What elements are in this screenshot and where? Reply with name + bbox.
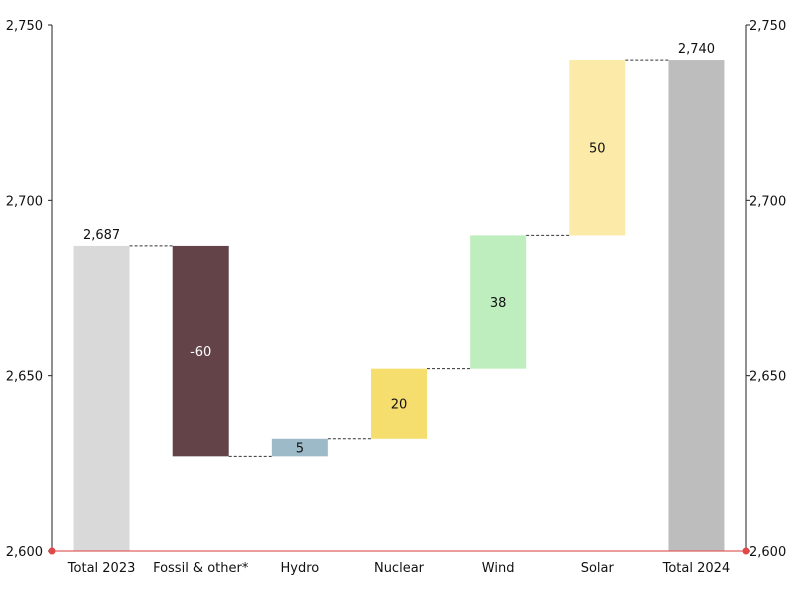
y-tick-label-right-2: 2,700	[749, 194, 786, 209]
y-tick-label-left-3: 2,750	[6, 19, 43, 34]
baseline-marker-left	[48, 547, 56, 555]
category-label-4: Wind	[482, 561, 515, 576]
bar-4	[470, 235, 527, 369]
y-tick-label-left-0: 2,600	[6, 545, 43, 560]
bar-6	[668, 60, 725, 552]
bar-3	[371, 368, 427, 439]
data-label-3: 20	[391, 398, 408, 413]
bar-1	[172, 245, 229, 457]
bar-5	[569, 60, 626, 236]
data-label-4: 38	[490, 296, 507, 311]
category-label-2: Hydro	[280, 561, 319, 576]
baseline-marker-right	[742, 547, 750, 555]
bars	[73, 60, 725, 552]
category-label-6: Total 2024	[662, 561, 731, 576]
y-tick-label-right-3: 2,750	[749, 19, 786, 34]
data-label-1: -60	[190, 345, 211, 360]
axes	[48, 24, 750, 555]
data-label-2: 5	[296, 442, 304, 457]
y-tick-label-right-0: 2,600	[749, 545, 786, 560]
y-tick-label-left-1: 2,650	[6, 370, 43, 385]
connector-lines	[129, 59, 669, 457]
bar-2	[271, 438, 328, 457]
category-label-0: Total 2023	[67, 561, 136, 576]
y-tick-label-right-1: 2,650	[749, 370, 786, 385]
category-label-1: Fossil & other*	[153, 561, 249, 576]
data-label-0: 2,687	[83, 228, 120, 243]
category-label-3: Nuclear	[374, 561, 425, 576]
bar-0	[73, 245, 130, 552]
data-label-5: 50	[589, 142, 606, 157]
y-tick-label-left-2: 2,700	[6, 194, 43, 209]
labels: 2,687 Total 2023 -60 Fossil & other* 5 Hydro 2…	[6, 19, 786, 576]
category-label-5: Solar	[581, 561, 615, 576]
data-label-6: 2,740	[678, 42, 715, 57]
